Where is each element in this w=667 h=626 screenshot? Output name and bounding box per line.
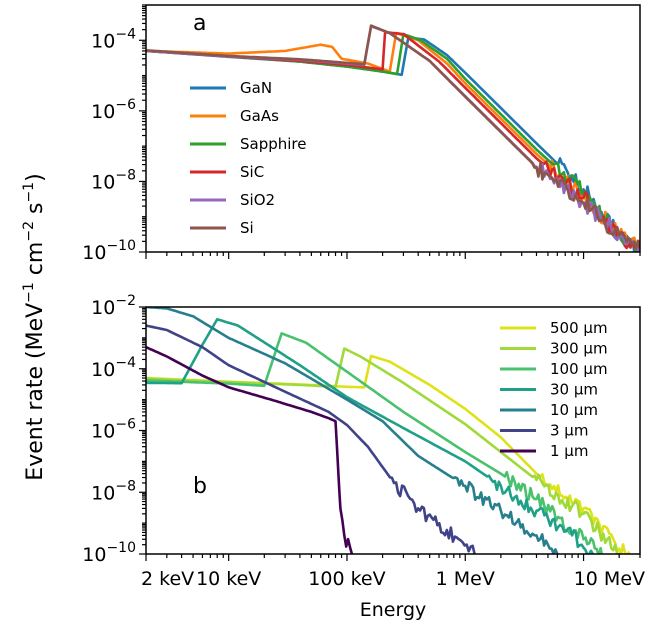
x-tick-label: 10 keV bbox=[196, 568, 261, 590]
legend-label-500um: 500 µm bbox=[550, 319, 608, 337]
x-tick-label: 2 keV bbox=[141, 568, 194, 590]
series-line-300um bbox=[146, 347, 621, 554]
panel-b-series bbox=[146, 307, 631, 554]
legend-label-10um: 10 µm bbox=[550, 401, 598, 419]
legend-label-1um: 1 µm bbox=[550, 442, 588, 460]
series-line-SiO2 bbox=[146, 24, 640, 252]
legend-label-300um: 300 µm bbox=[550, 340, 608, 358]
x-axis-title: Energy bbox=[360, 599, 427, 621]
y-tick-label: 10−8 bbox=[91, 478, 136, 504]
x-tick-label: 1 MeV bbox=[436, 568, 495, 590]
series-line-30um bbox=[146, 318, 595, 554]
series-line-GaN bbox=[146, 36, 640, 252]
legend-label-3um: 3 µm bbox=[550, 422, 588, 440]
y-tick-label: 10−6 bbox=[91, 97, 136, 123]
y-tick-label: 10−10 bbox=[82, 238, 136, 264]
y-tick-label: 10−2 bbox=[91, 293, 136, 319]
series-line-100um bbox=[146, 332, 605, 554]
y-tick-label: 10−4 bbox=[91, 355, 136, 381]
y-tick-label: 10−4 bbox=[91, 26, 136, 52]
legend-label-100um: 100 µm bbox=[550, 360, 608, 378]
x-tick-label: 100 keV bbox=[308, 568, 385, 590]
series-line-1um bbox=[146, 346, 354, 554]
y-tick-label: 10−8 bbox=[91, 167, 136, 193]
panel-a: 10−4 10−6 10−8 10−10 a GaN GaAs Sapphire SiC Si… bbox=[82, 4, 641, 264]
panel-b: 10−2 10−4 10−6 10−8 10−10 b 500 µm 300 µm 100 … bbox=[82, 293, 641, 566]
panel-a-label: a bbox=[193, 11, 206, 36]
y-tick-label: 10−6 bbox=[91, 417, 136, 443]
x-tick-label: 10 MeV bbox=[574, 568, 645, 590]
series-line-10um bbox=[146, 307, 559, 554]
panel-b-label: b bbox=[193, 474, 207, 499]
y-axis-title: Event rate (MeV−1 cm−2 s−1) bbox=[21, 173, 48, 480]
panel-a-legend: GaN GaAs Sapphire SiC SiO2 Si bbox=[190, 79, 307, 237]
legend-label-Si: Si bbox=[240, 219, 254, 237]
panel-a-frame bbox=[145, 4, 641, 253]
x-tick-labels: 2 keV 10 keV 100 keV 1 MeV 10 MeV bbox=[141, 568, 645, 590]
legend-label-Sapphire: Sapphire bbox=[240, 135, 307, 153]
panel-a-ticks: 10−4 10−6 10−8 10−10 bbox=[82, 4, 641, 264]
legend-label-SiO2: SiO2 bbox=[240, 191, 275, 209]
legend-label-GaAs: GaAs bbox=[240, 107, 279, 125]
series-line-3um bbox=[146, 324, 476, 554]
series-line-SiC bbox=[146, 30, 640, 251]
panel-a-series bbox=[146, 24, 640, 252]
y-tick-label: 10−10 bbox=[82, 540, 136, 566]
series-line-GaAs bbox=[146, 31, 640, 250]
panel-b-ticks: 10−2 10−4 10−6 10−8 10−10 bbox=[82, 293, 641, 566]
legend-label-SiC: SiC bbox=[240, 163, 264, 181]
legend-label-30um: 30 µm bbox=[550, 381, 598, 399]
series-line-Si bbox=[146, 24, 640, 250]
legend-label-GaN: GaN bbox=[240, 79, 272, 97]
panel-b-legend: 500 µm 300 µm 100 µm 30 µm 10 µm 3 µm 1 µm bbox=[500, 319, 608, 460]
